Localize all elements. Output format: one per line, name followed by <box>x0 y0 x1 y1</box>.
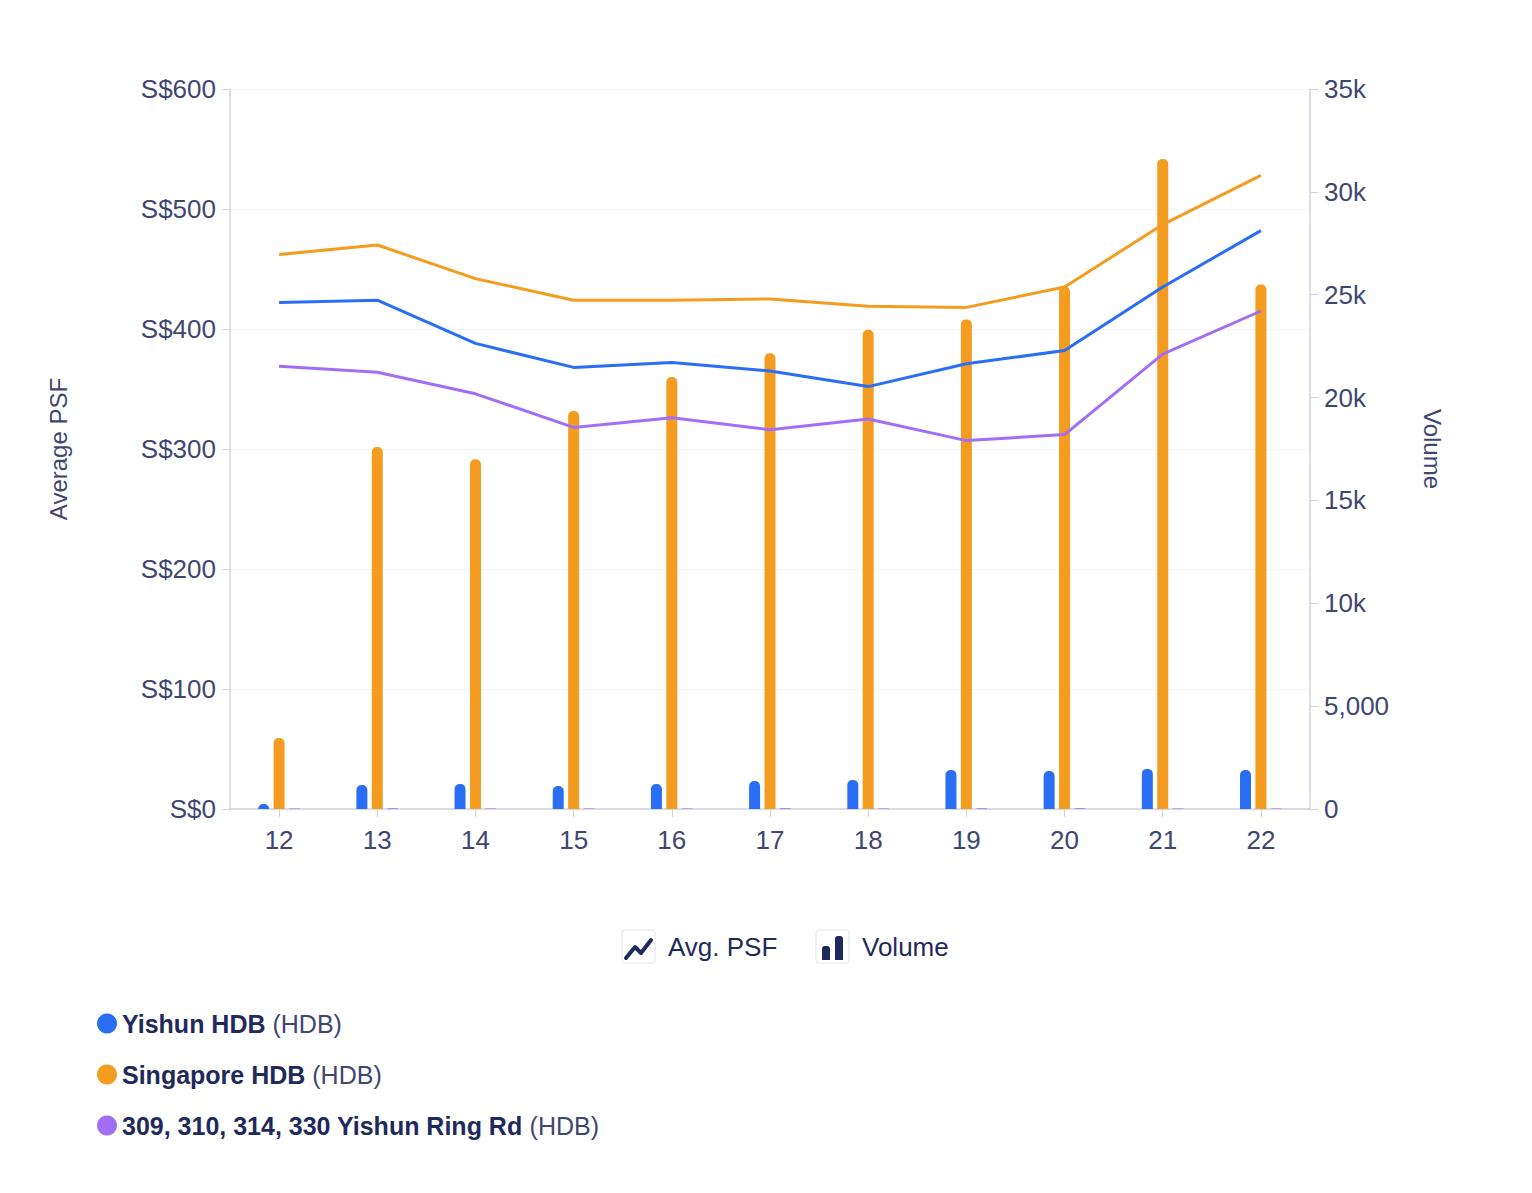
svg-text:30k: 30k <box>1324 177 1367 207</box>
svg-text:Volume: Volume <box>862 932 949 962</box>
svg-text:12: 12 <box>265 825 294 855</box>
svg-text:16: 16 <box>657 825 686 855</box>
svg-text:(HDB): (HDB) <box>305 1061 381 1089</box>
svg-text:Volume: Volume <box>1419 409 1446 489</box>
svg-text:22: 22 <box>1246 825 1275 855</box>
svg-text:Avg. PSF: Avg. PSF <box>668 932 777 962</box>
svg-text:0: 0 <box>1324 794 1338 824</box>
svg-text:S$300: S$300 <box>141 434 216 464</box>
svg-text:Singapore HDB: Singapore HDB <box>122 1061 305 1089</box>
svg-text:S$100: S$100 <box>141 674 216 704</box>
svg-text:14: 14 <box>461 825 490 855</box>
svg-text:309, 310, 314, 330 Yishun Ring: 309, 310, 314, 330 Yishun Ring Rd <box>122 1112 522 1140</box>
svg-text:S$500: S$500 <box>141 194 216 224</box>
svg-text:20: 20 <box>1050 825 1079 855</box>
svg-text:10k: 10k <box>1324 588 1367 618</box>
svg-text:15k: 15k <box>1324 485 1367 515</box>
svg-text:(HDB): (HDB) <box>523 1112 599 1140</box>
svg-text:S$0: S$0 <box>170 794 216 824</box>
svg-text:20k: 20k <box>1324 383 1367 413</box>
svg-text:35k: 35k <box>1324 74 1367 104</box>
svg-text:5,000: 5,000 <box>1324 691 1389 721</box>
svg-text:S$400: S$400 <box>141 314 216 344</box>
svg-text:S$200: S$200 <box>141 554 216 584</box>
svg-text:19: 19 <box>952 825 981 855</box>
svg-text:13: 13 <box>363 825 392 855</box>
svg-text:18: 18 <box>854 825 883 855</box>
svg-text:Yishun HDB: Yishun HDB <box>122 1010 266 1038</box>
svg-text:15: 15 <box>559 825 588 855</box>
svg-text:21: 21 <box>1148 825 1177 855</box>
svg-text:Average PSF: Average PSF <box>45 378 72 520</box>
svg-text:25k: 25k <box>1324 280 1367 310</box>
svg-text:17: 17 <box>756 825 785 855</box>
svg-text:S$600: S$600 <box>141 74 216 104</box>
svg-text:(HDB): (HDB) <box>266 1010 342 1038</box>
